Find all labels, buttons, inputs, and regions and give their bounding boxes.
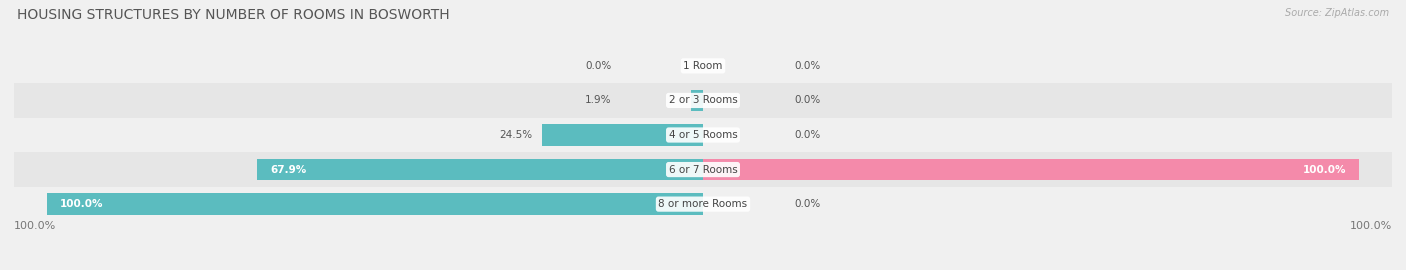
Text: 1 Room: 1 Room: [683, 61, 723, 71]
Text: 4 or 5 Rooms: 4 or 5 Rooms: [669, 130, 737, 140]
Text: 2 or 3 Rooms: 2 or 3 Rooms: [669, 95, 737, 106]
Text: 67.9%: 67.9%: [270, 164, 307, 175]
Bar: [14, 83, 1392, 118]
Text: 100.0%: 100.0%: [1350, 221, 1392, 231]
Bar: [690, 90, 703, 111]
Text: 24.5%: 24.5%: [499, 130, 533, 140]
Text: 6 or 7 Rooms: 6 or 7 Rooms: [669, 164, 737, 175]
Text: 100.0%: 100.0%: [14, 221, 56, 231]
Text: 100.0%: 100.0%: [60, 199, 104, 209]
Bar: [257, 159, 703, 180]
Bar: [14, 152, 1392, 187]
Text: HOUSING STRUCTURES BY NUMBER OF ROOMS IN BOSWORTH: HOUSING STRUCTURES BY NUMBER OF ROOMS IN…: [17, 8, 450, 22]
Text: 0.0%: 0.0%: [794, 199, 821, 209]
Bar: [14, 118, 1392, 152]
Bar: [14, 187, 1392, 221]
Text: 0.0%: 0.0%: [794, 95, 821, 106]
Bar: [46, 193, 703, 215]
Text: Source: ZipAtlas.com: Source: ZipAtlas.com: [1285, 8, 1389, 18]
Text: 100.0%: 100.0%: [1302, 164, 1346, 175]
Text: 0.0%: 0.0%: [794, 130, 821, 140]
Bar: [543, 124, 703, 146]
Text: 0.0%: 0.0%: [794, 61, 821, 71]
Text: 0.0%: 0.0%: [585, 61, 612, 71]
Text: 1.9%: 1.9%: [585, 95, 612, 106]
Bar: [14, 49, 1392, 83]
Text: 8 or more Rooms: 8 or more Rooms: [658, 199, 748, 209]
Bar: [703, 159, 1360, 180]
